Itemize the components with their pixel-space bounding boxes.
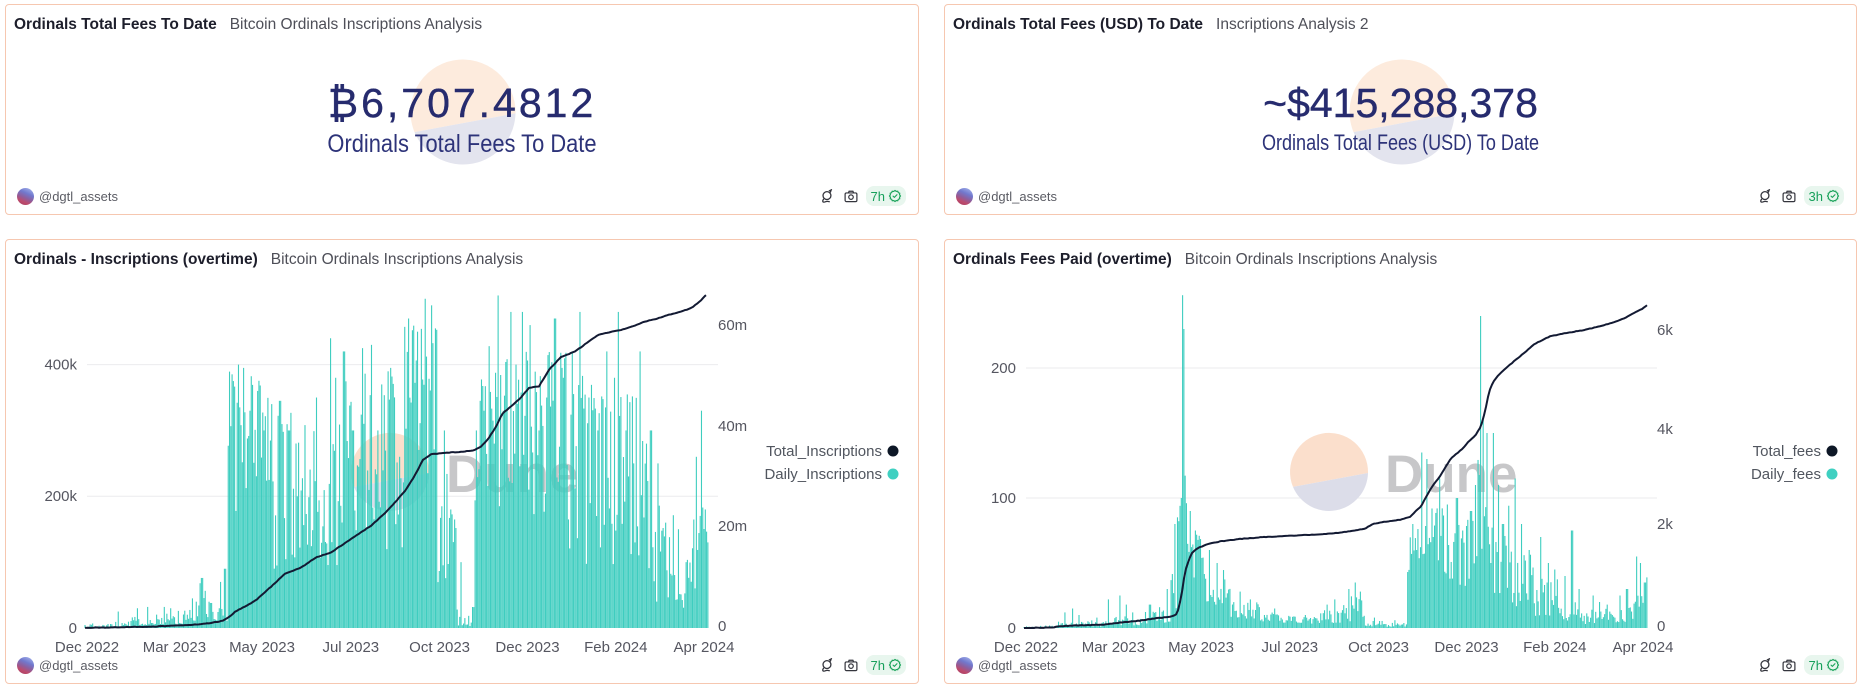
svg-text:May 2023: May 2023	[1168, 639, 1234, 656]
svg-text:Dec 2023: Dec 2023	[1434, 639, 1498, 656]
svg-text:Dune: Dune	[1385, 445, 1518, 504]
svg-text:Total_fees: Total_fees	[1753, 443, 1821, 460]
svg-text:40m: 40m	[718, 418, 747, 435]
svg-text:0: 0	[1657, 618, 1665, 635]
svg-text:0: 0	[1008, 620, 1016, 637]
svg-text:Oct 2023: Oct 2023	[1348, 639, 1409, 656]
svg-text:60m: 60m	[718, 317, 747, 334]
svg-text:Jul 2023: Jul 2023	[1261, 639, 1318, 656]
svg-text:Daily_fees: Daily_fees	[1751, 466, 1821, 483]
svg-text:200k: 200k	[44, 488, 77, 505]
svg-text:Daily_Inscriptions: Daily_Inscriptions	[764, 466, 882, 483]
svg-text:Oct 2023: Oct 2023	[409, 639, 470, 656]
svg-text:May 2023: May 2023	[229, 639, 295, 656]
svg-text:Dec 2023: Dec 2023	[495, 639, 559, 656]
svg-text:400k: 400k	[44, 357, 77, 374]
svg-text:0: 0	[718, 618, 726, 635]
svg-text:200: 200	[991, 360, 1016, 377]
svg-text:Feb 2024: Feb 2024	[584, 639, 647, 656]
svg-text:2k: 2k	[1657, 516, 1673, 533]
svg-text:Apr 2024: Apr 2024	[674, 639, 735, 656]
svg-text:6k: 6k	[1657, 322, 1673, 339]
svg-text:Mar 2023: Mar 2023	[143, 639, 206, 656]
svg-text:100: 100	[991, 490, 1016, 507]
svg-text:0: 0	[69, 620, 77, 637]
svg-text:4k: 4k	[1657, 421, 1673, 438]
svg-text:Apr 2024: Apr 2024	[1613, 639, 1674, 656]
svg-text:Jul 2023: Jul 2023	[322, 639, 379, 656]
svg-text:Total_Inscriptions: Total_Inscriptions	[766, 443, 882, 460]
svg-text:Dec 2022: Dec 2022	[994, 639, 1058, 656]
svg-text:20m: 20m	[718, 518, 747, 535]
svg-text:Mar 2023: Mar 2023	[1082, 639, 1145, 656]
svg-text:Dec 2022: Dec 2022	[55, 639, 119, 656]
svg-text:Feb 2024: Feb 2024	[1523, 639, 1586, 656]
